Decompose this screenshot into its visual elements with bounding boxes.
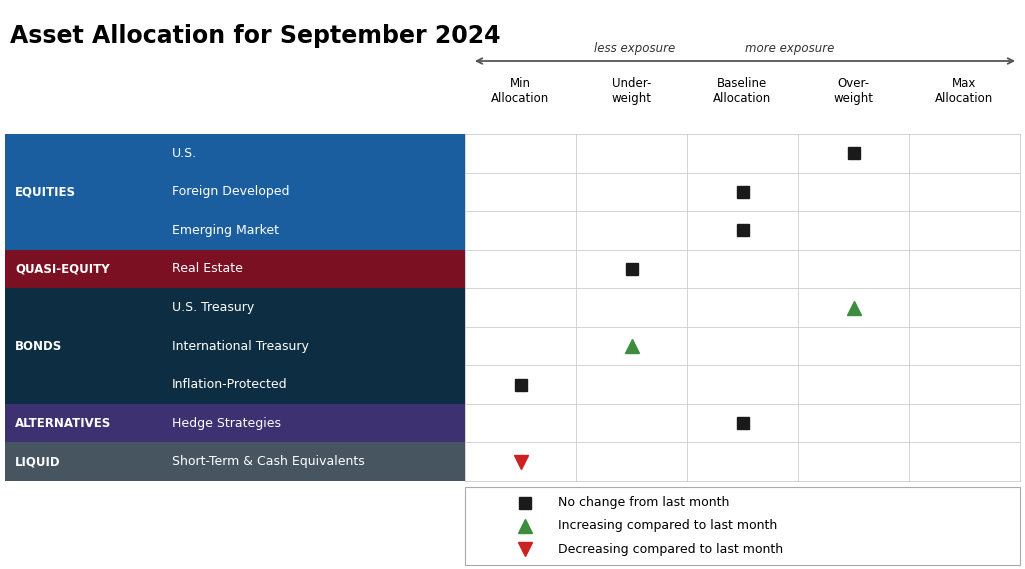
Text: EQUITIES: EQUITIES xyxy=(15,185,76,199)
Text: less exposure: less exposure xyxy=(594,42,675,55)
Text: Decreasing compared to last month: Decreasing compared to last month xyxy=(558,543,783,556)
Text: Short-Term & Cash Equivalents: Short-Term & Cash Equivalents xyxy=(172,455,365,468)
Bar xyxy=(5,327,465,365)
Text: No change from last month: No change from last month xyxy=(558,496,730,509)
Bar xyxy=(5,172,465,211)
Text: Hedge Strategies: Hedge Strategies xyxy=(172,417,281,430)
Bar xyxy=(5,288,465,327)
Text: International Treasury: International Treasury xyxy=(172,340,309,353)
Text: Asset Allocation for September 2024: Asset Allocation for September 2024 xyxy=(10,24,500,48)
Text: Max
Allocation: Max Allocation xyxy=(936,77,993,105)
Bar xyxy=(5,250,465,288)
Bar xyxy=(5,365,465,404)
Text: U.S.: U.S. xyxy=(172,147,197,160)
Bar xyxy=(5,443,465,481)
Text: U.S. Treasury: U.S. Treasury xyxy=(172,301,254,314)
Text: QUASI-EQUITY: QUASI-EQUITY xyxy=(15,262,110,275)
Text: more exposure: more exposure xyxy=(745,42,834,55)
Text: Min
Allocation: Min Allocation xyxy=(491,77,549,105)
Text: Emerging Market: Emerging Market xyxy=(172,224,279,237)
Text: Over-
weight: Over- weight xyxy=(833,77,873,105)
Text: BONDS: BONDS xyxy=(15,340,63,353)
Text: Foreign Developed: Foreign Developed xyxy=(172,185,289,199)
Bar xyxy=(465,487,1020,565)
Text: LIQUID: LIQUID xyxy=(15,455,60,468)
Text: Under-
weight: Under- weight xyxy=(612,77,652,105)
Text: Inflation-Protected: Inflation-Protected xyxy=(172,378,288,391)
Text: Real Estate: Real Estate xyxy=(172,262,243,275)
Text: ALTERNATIVES: ALTERNATIVES xyxy=(15,417,112,430)
Bar xyxy=(5,404,465,443)
Text: Baseline
Allocation: Baseline Allocation xyxy=(713,77,772,105)
Bar xyxy=(5,211,465,250)
Text: Increasing compared to last month: Increasing compared to last month xyxy=(558,519,777,533)
Bar xyxy=(5,134,465,172)
